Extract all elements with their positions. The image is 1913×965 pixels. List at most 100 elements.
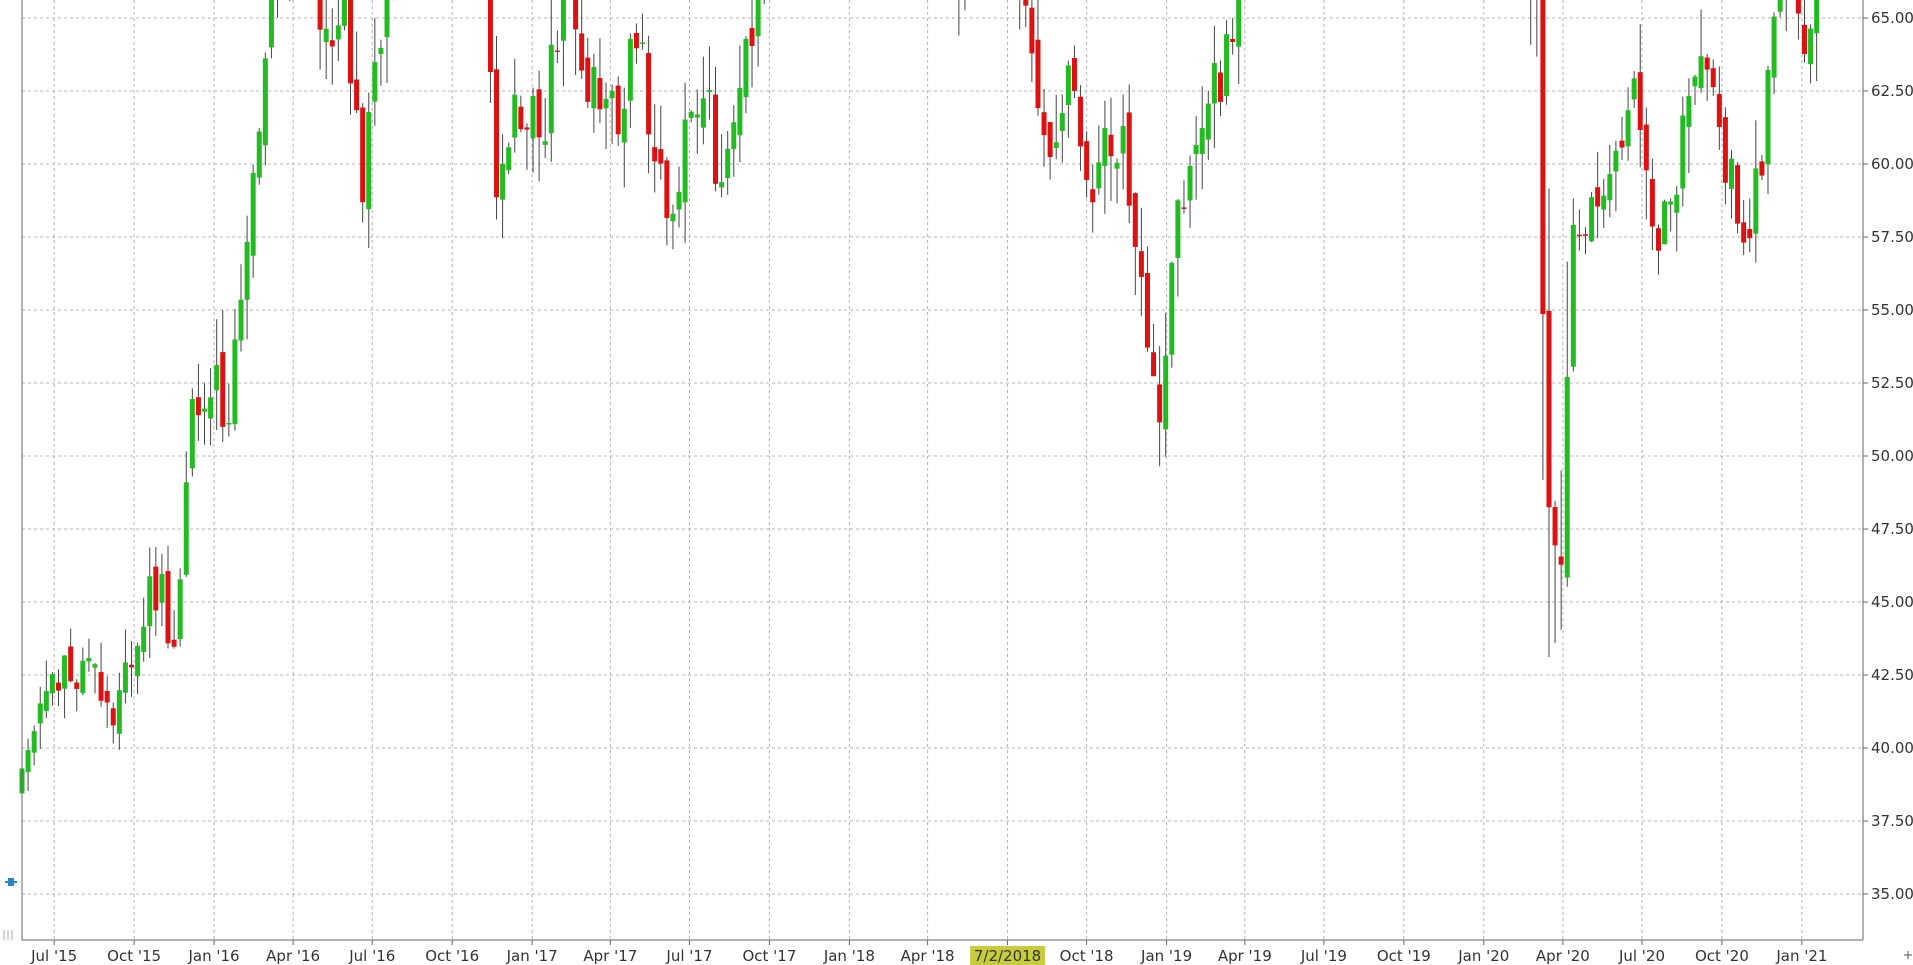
candle-body-up <box>262 58 268 146</box>
candle-body-up <box>250 172 256 256</box>
x-tick-label: Oct '19 <box>1377 947 1431 965</box>
candle-body-down <box>494 69 500 198</box>
candle <box>165 545 171 649</box>
candle-body-up <box>1607 174 1613 201</box>
candle-body-down <box>1716 94 1722 128</box>
candle-body-up <box>116 690 122 734</box>
candle <box>725 131 731 195</box>
candle-body-up <box>208 397 214 419</box>
candle-body-down <box>1090 189 1096 203</box>
candle-body-down <box>165 571 171 644</box>
y-tick-label: 35.00 <box>1871 885 1913 903</box>
candle <box>548 0 554 162</box>
candle <box>958 0 960 36</box>
candle-body-down <box>554 50 560 53</box>
candle-body-down <box>1047 122 1053 157</box>
candle <box>1765 65 1771 195</box>
candle-body-down <box>360 107 366 203</box>
candle <box>1589 191 1595 243</box>
candle <box>743 36 749 114</box>
candle-body-up <box>1777 0 1783 12</box>
y-tick-label: 62.50 <box>1871 82 1913 100</box>
candle <box>1236 0 1242 84</box>
candle <box>1619 116 1625 160</box>
candle <box>1785 0 1787 32</box>
candle <box>159 553 165 626</box>
candle <box>530 87 536 173</box>
x-tick-label: Jan '20 <box>1457 947 1509 965</box>
candle <box>49 672 55 706</box>
candle-body-up <box>609 90 615 99</box>
candle <box>268 0 274 59</box>
candle <box>524 123 530 170</box>
candle <box>372 17 378 126</box>
y-tick-label: 55.00 <box>1871 301 1913 319</box>
candle <box>98 642 104 707</box>
candle <box>1151 324 1157 377</box>
candle-body-up <box>159 573 165 603</box>
candle <box>1536 0 1538 57</box>
candle-body-up <box>372 62 378 102</box>
candle <box>706 46 712 120</box>
candle-body-up <box>1193 145 1199 155</box>
candle-body-down <box>98 672 104 701</box>
x-tick-label: Apr '16 <box>266 947 320 965</box>
candle <box>1576 209 1582 251</box>
candle <box>694 89 700 154</box>
candle <box>554 30 560 64</box>
candle-body-down <box>195 397 201 416</box>
candle <box>317 0 323 70</box>
candle <box>1096 125 1102 195</box>
candle-body-down <box>487 0 493 73</box>
candle <box>579 0 585 79</box>
y-tick-label: 45.00 <box>1871 593 1913 611</box>
candle <box>1692 74 1698 105</box>
scroll-grip-icon[interactable] <box>3 930 13 940</box>
candle-body-up <box>512 94 518 138</box>
candle-body-down <box>1735 165 1741 224</box>
candle <box>512 58 518 153</box>
candle <box>92 662 98 694</box>
candle <box>1722 107 1728 205</box>
candle-body-up <box>640 42 646 44</box>
crosshair-icon[interactable] <box>1904 951 1912 959</box>
candle <box>1217 60 1223 117</box>
candle-body-up <box>670 213 676 222</box>
candle-body-down <box>1637 72 1643 131</box>
candle <box>652 104 658 193</box>
candle-body-down <box>56 682 62 691</box>
candle <box>25 738 31 791</box>
candle <box>573 0 579 76</box>
candle <box>536 70 542 182</box>
grid-lines <box>22 0 1863 940</box>
candle <box>670 204 676 250</box>
candle <box>633 23 639 64</box>
zoom-handle-icon[interactable] <box>5 878 17 886</box>
candle <box>1102 100 1108 214</box>
candle-body-up <box>1814 0 1820 34</box>
candle-body-up <box>603 98 609 109</box>
candle <box>1668 198 1674 232</box>
y-tick-label: 57.50 <box>1871 228 1913 246</box>
candle <box>250 164 256 278</box>
candle-body-down <box>1795 0 1801 14</box>
candle <box>1680 96 1686 207</box>
candle-body-up <box>49 674 55 694</box>
candle-body-up <box>743 38 749 98</box>
candle <box>80 647 86 696</box>
candle <box>56 669 62 707</box>
candle-body-up <box>92 664 98 668</box>
candle <box>171 610 177 649</box>
candle-body-up <box>1601 195 1607 210</box>
candle <box>135 642 141 695</box>
candle <box>1065 60 1071 138</box>
candle <box>378 39 384 86</box>
candle <box>31 725 37 766</box>
candle <box>621 87 627 188</box>
candle <box>487 0 493 104</box>
candle <box>1193 115 1199 200</box>
candle-body-up <box>232 339 238 425</box>
candle <box>1716 66 1722 150</box>
candle-body-down <box>646 52 652 135</box>
candles <box>19 0 1820 820</box>
